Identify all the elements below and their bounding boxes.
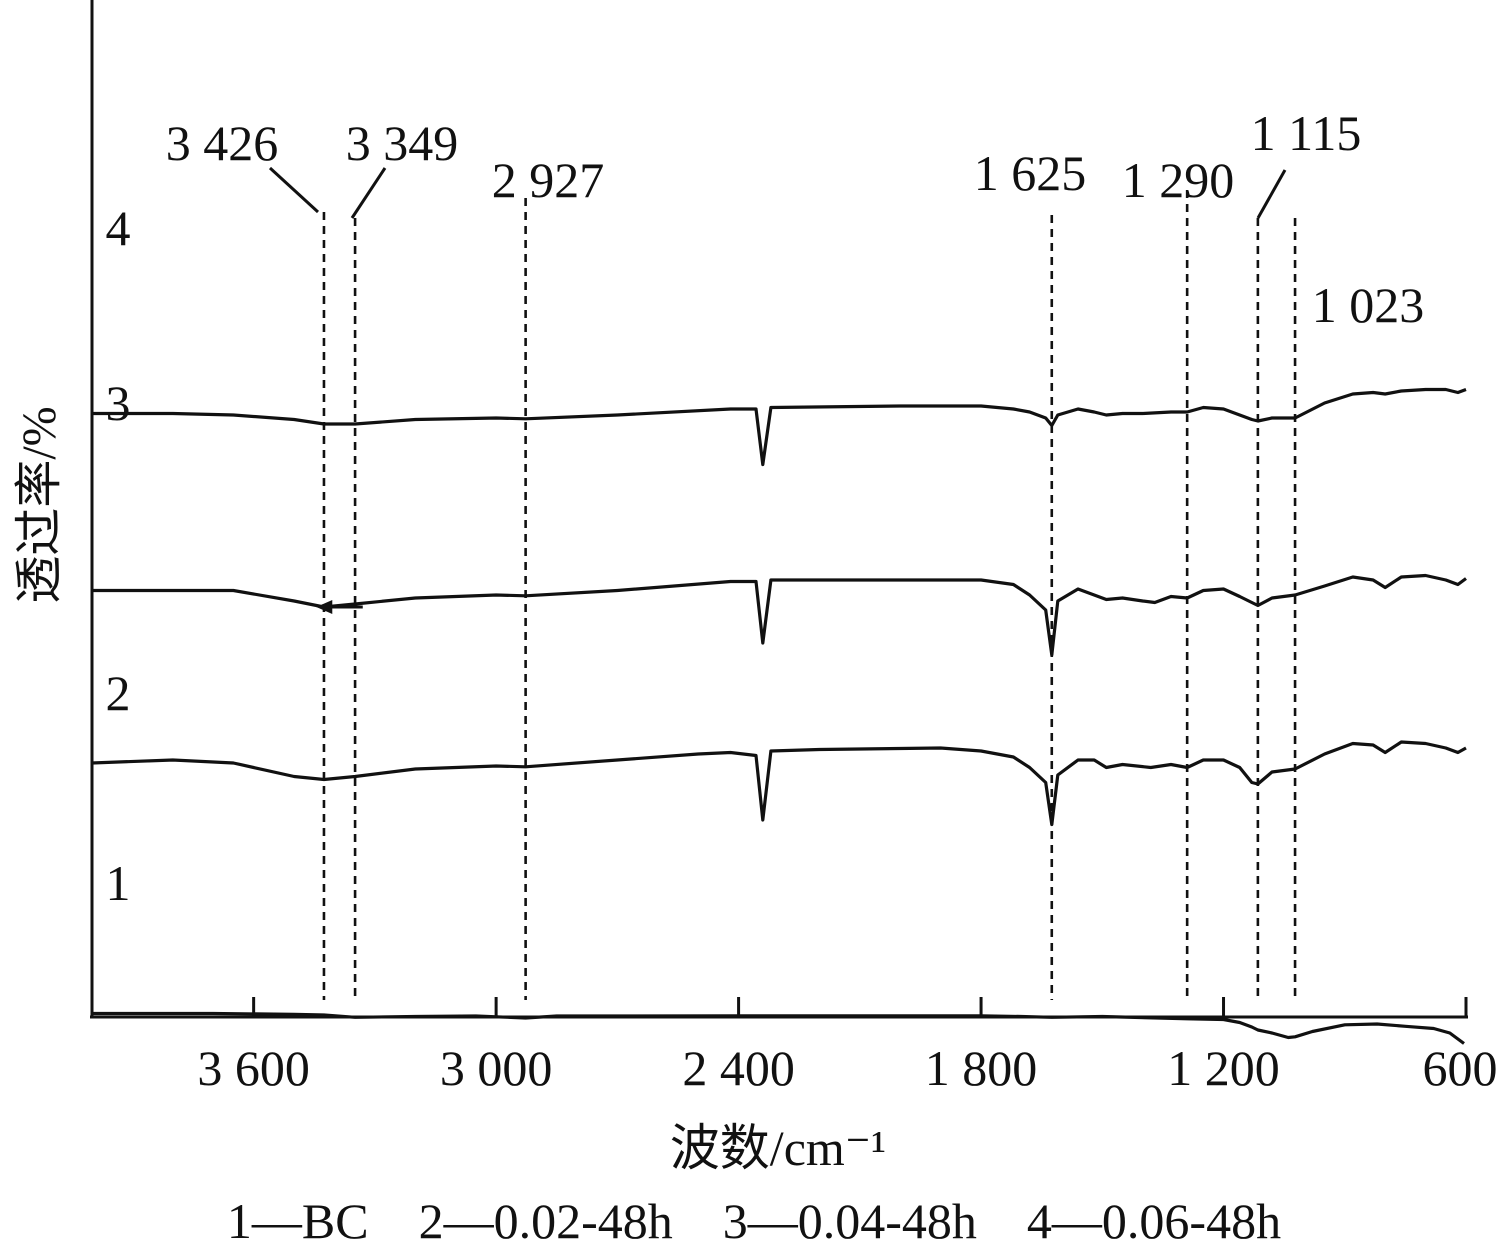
x-axis-title: 波数/cm⁻¹ [670, 1120, 886, 1176]
series-line-4 [92, 387, 1467, 467]
series-line-3 [92, 573, 1467, 657]
shift-arrow-head [316, 600, 333, 614]
series-labels-group: 1 2 3 4 [106, 200, 131, 911]
ref-label-3426: 3 426 [166, 115, 279, 171]
ref-leader-3349 [350, 167, 387, 219]
ref-label-1625: 1 625 [974, 145, 1087, 201]
axes-group [90, 0, 1468, 1019]
reference-lines-group [322, 190, 1297, 1000]
ref-label-1115: 1 115 [1251, 105, 1362, 161]
x-tick-label-3600: 3 600 [197, 1040, 310, 1096]
series-label-1: 1 [106, 855, 131, 911]
x-tick-label-2400: 2 400 [682, 1040, 795, 1096]
x-ticks-group: 3 600 3 000 2 400 1 800 1 200 600 [197, 997, 1498, 1096]
shift-arrow [316, 600, 363, 614]
series-label-4: 4 [106, 200, 131, 256]
x-tick-label-600: 600 [1423, 1040, 1498, 1096]
legend: 1—BC 2—0.02-48h 3—0.04-48h 4—0.06-48h [226, 1193, 1282, 1249]
x-tick-label-3000: 3 000 [440, 1040, 553, 1096]
series-label-2: 2 [106, 665, 131, 721]
x-tick-label-1800: 1 800 [925, 1040, 1038, 1096]
ref-label-2927: 2 927 [492, 152, 605, 208]
series-label-3: 3 [106, 375, 131, 431]
ref-leader-3426 [268, 166, 320, 214]
plot-series-group [91, 387, 1467, 1045]
x-tick-label-1200: 1 200 [1167, 1040, 1280, 1096]
series-line-2 [91, 740, 1467, 827]
y-axis-title: 透过率/% [13, 406, 66, 603]
ref-label-1290: 1 290 [1122, 152, 1235, 208]
ref-label-1023: 1 023 [1312, 277, 1425, 333]
reference-labels-group: 3 426 3 349 2 927 1 625 1 290 1 115 1 023 [166, 105, 1425, 333]
ref-label-3349: 3 349 [346, 115, 459, 171]
ref-leader-1115 [1256, 169, 1287, 219]
